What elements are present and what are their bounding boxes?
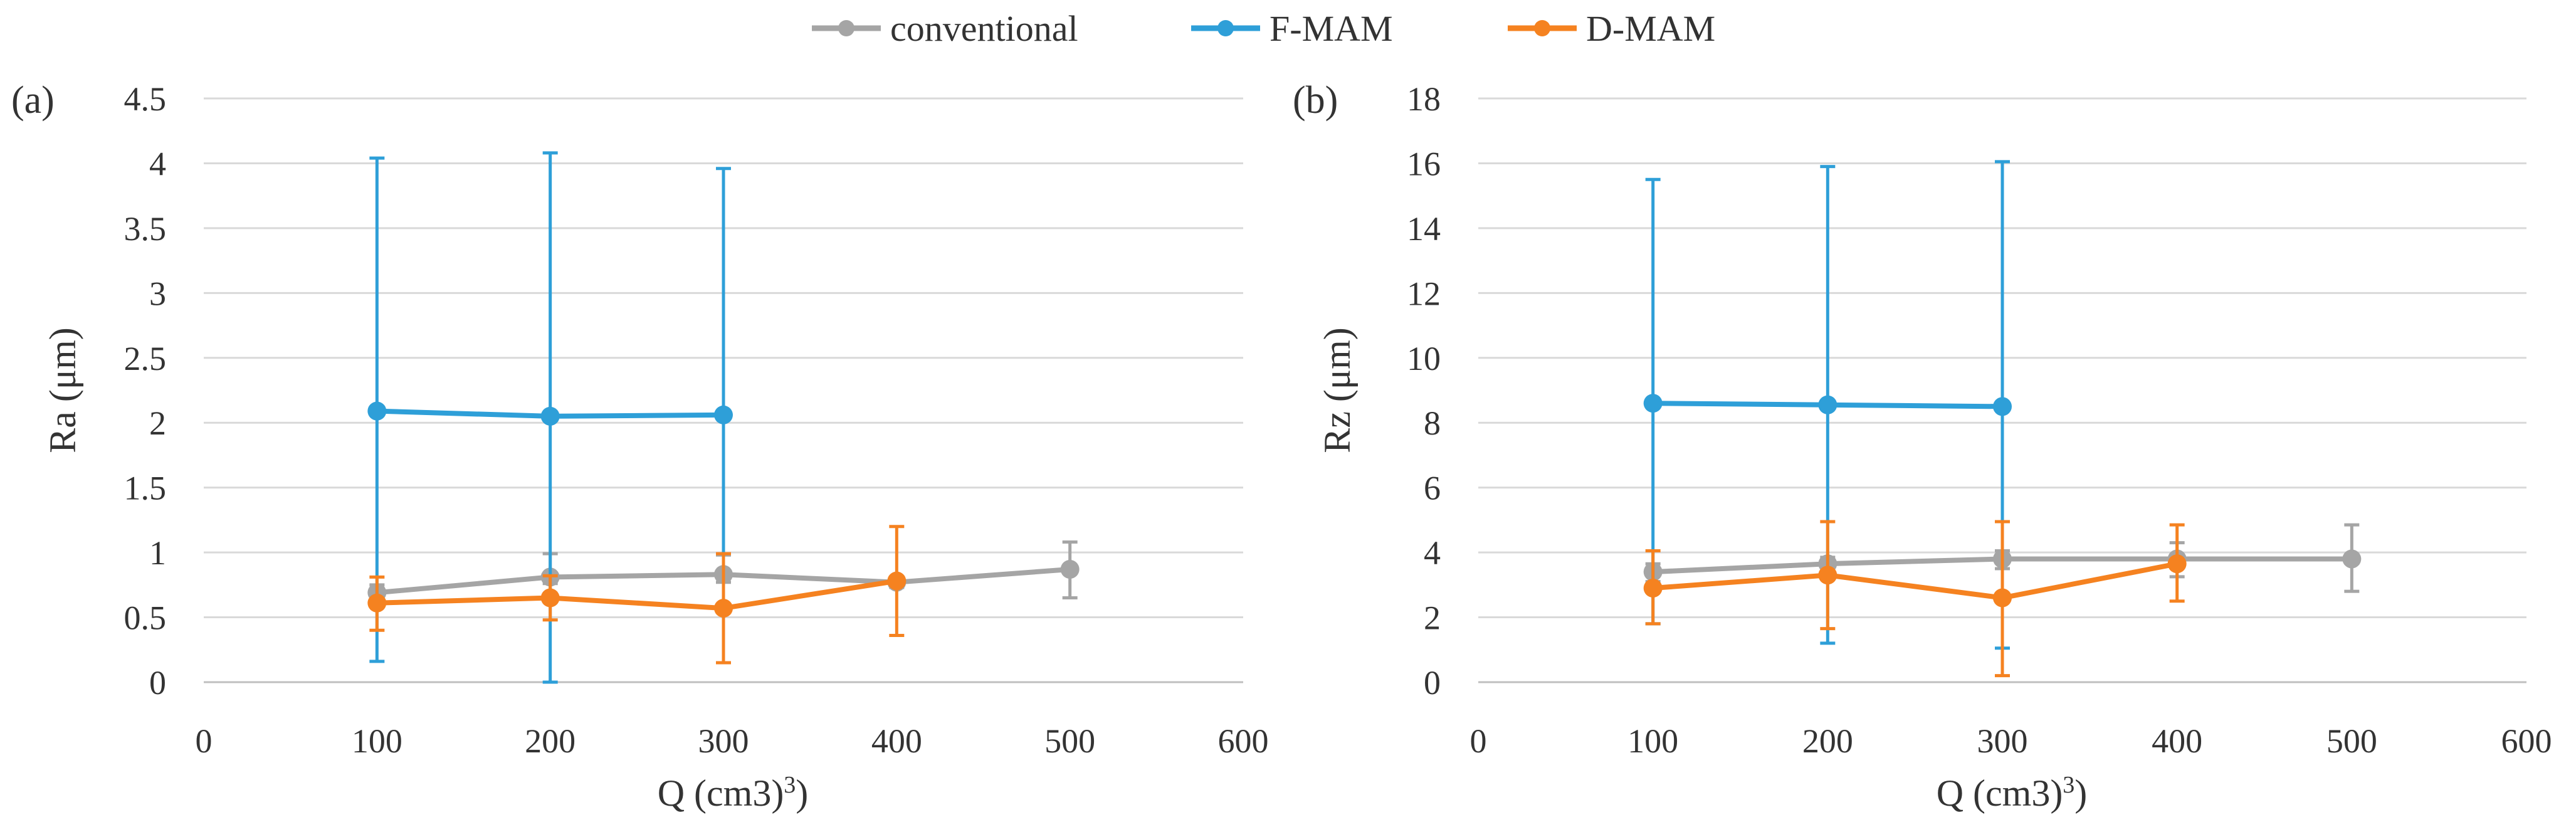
legend-label-d-mam: D-MAM — [1586, 8, 1715, 49]
x-tick-label: 100 — [352, 722, 402, 760]
y-tick-label: 8 — [1424, 404, 1441, 442]
y-tick-label: 3 — [149, 275, 166, 312]
x-tick-label: 0 — [196, 722, 213, 760]
data-point — [1643, 579, 1663, 598]
y-tick-label: 0 — [149, 664, 166, 702]
x-tick-label: 500 — [1044, 722, 1095, 760]
data-point — [1993, 588, 2012, 608]
data-point — [1818, 395, 1837, 414]
y-tick-label: 3.5 — [124, 210, 167, 248]
series-line — [377, 578, 897, 611]
data-point — [1643, 394, 1663, 413]
y-tick-label: 18 — [1407, 80, 1441, 118]
data-point — [2342, 549, 2362, 569]
panel-a: (a) 0 0.5 1 1.5 2 2.5 3 3.5 4 4.5 0 100 200 300 400 500 6… — [11, 79, 1269, 814]
panel-b: (b) 0 2 4 6 8 10 12 14 16 18 0 100 200 300 400 500 600 Q (… — [1293, 79, 2552, 814]
data-point — [1060, 560, 1080, 579]
legend-marker-d-mam — [1534, 20, 1550, 36]
y-axis-label: Ra (μm) — [42, 327, 83, 453]
legend-marker-conventional — [838, 20, 854, 36]
y-axis-label: Rz (μm) — [1317, 327, 1358, 453]
x-tick-label: 500 — [2326, 722, 2377, 760]
x-tick-label: 100 — [1627, 722, 1678, 760]
series-d-mam — [1643, 520, 2187, 678]
x-tick-label: 0 — [1470, 722, 1487, 760]
x-tick-label: 400 — [871, 722, 922, 760]
y-tick-label: 14 — [1407, 210, 1441, 248]
legend-label-f-mam: F-MAM — [1270, 8, 1393, 49]
y-tick-label: 1.5 — [124, 470, 167, 507]
data-point — [540, 406, 560, 426]
data-point — [367, 593, 387, 613]
legend: conventional F-MAM D-MAM — [812, 8, 1715, 49]
y-tick-label: 16 — [1407, 145, 1441, 182]
series-line — [1653, 561, 2178, 601]
x-axis-label: Q (cm3)3) — [1937, 772, 2088, 814]
x-tick-label: 200 — [525, 722, 576, 760]
y-tick-label: 2 — [149, 404, 166, 442]
y-tick-label: 4 — [149, 145, 166, 182]
data-point — [714, 599, 733, 618]
y-tick-label: 12 — [1407, 275, 1441, 312]
x-axis-label: Q (cm3)3) — [658, 772, 809, 814]
x-tick-label: 400 — [2152, 722, 2202, 760]
panel-label: (a) — [11, 79, 55, 122]
data-point — [2167, 554, 2187, 574]
x-tick-label: 200 — [1802, 722, 1853, 760]
series-d-mam — [367, 525, 907, 665]
y-tick-label: 4 — [1424, 534, 1441, 572]
x-tick-label: 300 — [1977, 722, 2028, 760]
y-tick-label: 2 — [1424, 599, 1441, 637]
y-tick-label: 2.5 — [124, 340, 167, 377]
data-point — [1993, 397, 2012, 416]
y-tick-label: 0.5 — [124, 599, 167, 637]
x-tick-label: 600 — [1218, 722, 1269, 760]
data-point — [1818, 566, 1837, 585]
y-tick-label: 4.5 — [124, 80, 167, 118]
y-tick-label: 0 — [1424, 664, 1441, 702]
data-point — [540, 588, 560, 608]
legend-label-conventional: conventional — [890, 8, 1078, 49]
data-point — [887, 571, 907, 591]
data-point — [367, 401, 387, 421]
y-tick-label: 6 — [1424, 470, 1441, 507]
legend-marker-f-mam — [1217, 20, 1234, 36]
y-tick-label: 1 — [149, 534, 166, 572]
y-tick-label: 10 — [1407, 340, 1441, 377]
panel-label: (b) — [1293, 79, 1338, 122]
x-tick-label: 300 — [698, 722, 749, 760]
data-point — [714, 405, 733, 424]
x-tick-label: 600 — [2501, 722, 2552, 760]
